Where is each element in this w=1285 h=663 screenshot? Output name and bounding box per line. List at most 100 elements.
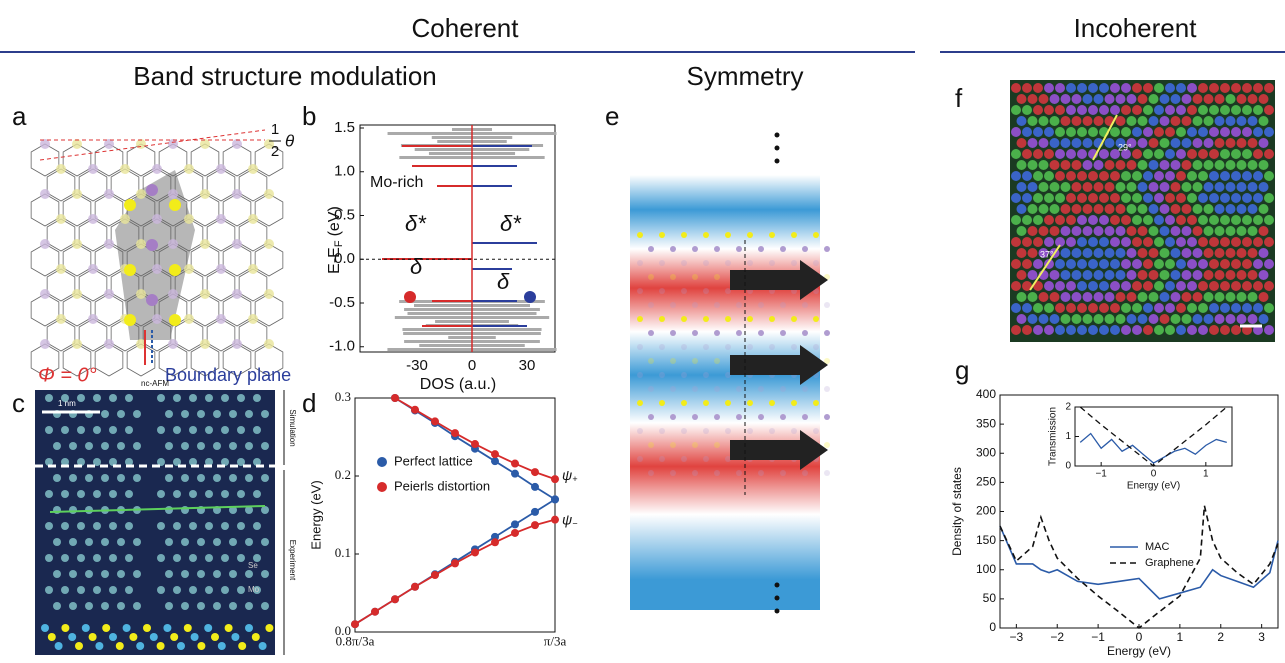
lattice-atom — [758, 330, 764, 336]
grain — [1077, 303, 1087, 313]
grain — [1214, 314, 1225, 324]
afm-spot — [117, 474, 125, 482]
afm-spot — [85, 538, 93, 546]
grain — [1236, 204, 1247, 214]
lattice-atom — [769, 232, 775, 238]
lattice-atom — [670, 246, 676, 252]
grain — [1066, 83, 1076, 93]
lattice-atom — [692, 302, 698, 308]
grain — [1187, 259, 1197, 269]
point — [531, 507, 539, 516]
afm-spot — [109, 522, 117, 530]
grain — [1148, 204, 1159, 214]
atom — [104, 289, 114, 299]
grain — [1011, 193, 1021, 203]
grain — [1132, 127, 1142, 137]
afm-spot — [261, 442, 269, 450]
hexagon — [62, 343, 92, 377]
lattice-atom — [648, 442, 654, 448]
grain — [1192, 182, 1203, 192]
grain — [1033, 171, 1043, 181]
grain — [1209, 303, 1219, 313]
legend-marker — [377, 457, 387, 467]
lattice-atom — [780, 386, 786, 392]
afm-spot — [253, 458, 261, 466]
grain — [1099, 303, 1109, 313]
grain — [1011, 215, 1021, 225]
grain — [1044, 127, 1054, 137]
afm-spot — [213, 474, 221, 482]
grain — [1176, 237, 1186, 247]
grain — [1126, 270, 1137, 280]
point — [471, 440, 479, 449]
point — [531, 521, 539, 530]
atom-marker — [109, 633, 117, 641]
delta: δ — [410, 254, 423, 279]
lattice-atom — [725, 232, 731, 238]
afm-spot — [45, 586, 53, 594]
grain — [1253, 215, 1263, 225]
header-coherent: Coherent — [412, 13, 520, 43]
grain — [1137, 314, 1148, 324]
grain — [1121, 325, 1131, 335]
grain — [1038, 116, 1049, 126]
hexagon — [78, 268, 108, 302]
grain — [1176, 83, 1186, 93]
afm-spot — [53, 474, 61, 482]
grain — [1264, 193, 1274, 203]
grain — [1077, 83, 1087, 93]
grain — [1242, 193, 1252, 203]
afm-spot — [173, 426, 181, 434]
grain — [1115, 182, 1126, 192]
grain — [1214, 204, 1225, 214]
y-label: E-EF (eV) — [326, 206, 345, 274]
atom-marker — [190, 633, 199, 641]
psi-label: ψ− — [562, 511, 577, 529]
lattice-atom — [692, 442, 698, 448]
afm-spot — [61, 394, 69, 402]
grain — [1242, 237, 1252, 247]
grain — [1115, 138, 1126, 148]
afm-spot — [53, 442, 61, 450]
mo-rich: Mo-rich — [370, 174, 423, 191]
afm-spot — [117, 410, 125, 418]
grain — [1253, 303, 1263, 313]
grain — [1236, 116, 1247, 126]
grain — [1192, 314, 1203, 324]
grain — [1247, 138, 1258, 148]
grain — [1236, 160, 1247, 170]
lattice-atom — [725, 288, 731, 294]
grain — [1165, 237, 1175, 247]
grain — [1176, 193, 1186, 203]
afm-spot — [189, 586, 197, 594]
spin-up — [404, 291, 416, 303]
afm-spot — [173, 522, 181, 530]
grain — [1055, 83, 1065, 93]
grain — [1198, 105, 1208, 115]
point — [411, 405, 419, 414]
y-tick-label: -1.0 — [329, 338, 355, 355]
afm-spot — [229, 538, 237, 546]
hexagon — [126, 143, 156, 177]
grain — [1104, 292, 1115, 302]
grain — [1121, 259, 1131, 269]
grain — [1242, 215, 1252, 225]
afm-spot — [93, 490, 101, 498]
hexagon — [206, 168, 236, 202]
afm-spot — [181, 410, 189, 418]
grain — [1148, 182, 1159, 192]
grain — [1132, 281, 1142, 291]
grain — [1027, 248, 1038, 258]
grain — [1220, 281, 1230, 291]
grain — [1176, 171, 1186, 181]
afm-spot — [117, 442, 125, 450]
lattice-atom — [802, 470, 808, 476]
y-tick-label: -0.5 — [329, 294, 355, 311]
grain — [1154, 127, 1164, 137]
point — [451, 429, 459, 438]
afm-spot — [77, 394, 85, 402]
angle-den: 2 — [271, 143, 279, 160]
grain — [1011, 303, 1021, 313]
afm-spot — [245, 410, 253, 418]
x-tick-label: −3 — [1010, 630, 1024, 644]
